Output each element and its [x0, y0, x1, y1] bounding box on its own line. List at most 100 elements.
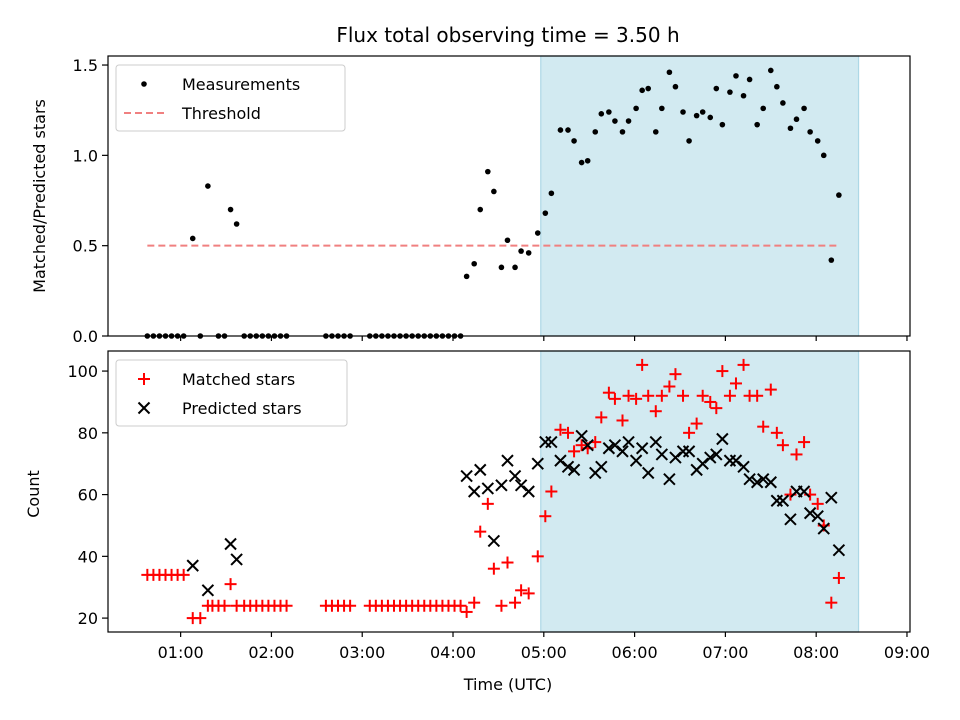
predicted-star-point — [764, 476, 777, 489]
measurement-point — [227, 206, 234, 213]
predicted-star-point — [622, 435, 635, 449]
bottom-legend: Matched stars Predicted stars — [115, 359, 348, 427]
bottom-legend-box — [115, 359, 348, 427]
measurement-point — [612, 118, 618, 124]
predicted-star-point — [474, 463, 487, 477]
matched-star-point — [757, 420, 770, 433]
matched-star-point — [344, 599, 357, 612]
matched-star-point — [764, 383, 777, 396]
matched-star-point — [515, 584, 528, 597]
top-y-ticks: 0.0 0.5 1.0 1.5 — [73, 56, 108, 346]
x-axis-label: Time (UTC) — [463, 675, 552, 694]
matched-star-point — [454, 599, 467, 612]
predicted-star-point — [495, 479, 508, 492]
predicted-star-point — [616, 445, 629, 458]
top-legend-box — [115, 64, 346, 132]
matched-star-point — [790, 448, 803, 461]
matched-star-point — [655, 389, 668, 402]
matched-star-point — [602, 386, 615, 399]
predicted-star-point — [602, 442, 616, 455]
predicted-star-point — [629, 454, 643, 467]
matched-star-point — [622, 389, 635, 402]
predicted-star-point — [737, 460, 750, 474]
measurement-points — [144, 67, 842, 339]
measurement-point — [534, 230, 541, 236]
bottom-ytick-label: 40 — [78, 547, 98, 566]
matched-star-point — [177, 568, 190, 581]
measurement-point — [471, 260, 477, 267]
predicted-star-point — [825, 491, 838, 504]
predicted-star-point — [832, 543, 846, 557]
bottom-xtick-label: 06:00 — [612, 643, 658, 662]
predicted-star-point — [663, 472, 676, 486]
bottom-xtick-label: 04:00 — [430, 643, 476, 662]
matched-stars-points — [141, 358, 845, 625]
predicted-star-point — [803, 506, 817, 520]
bottom-axes-frame — [107, 350, 911, 633]
measurement-point — [719, 121, 726, 128]
bottom-ytick-label: 20 — [78, 609, 98, 628]
measurement-point — [598, 111, 605, 117]
measurement-point — [793, 116, 800, 123]
matched-star-point — [751, 389, 764, 402]
measurement-point — [727, 89, 733, 95]
predicted-star-point — [797, 485, 811, 498]
top-ytick-label: 0.0 — [73, 327, 98, 346]
predicted-star-point — [201, 584, 215, 597]
measurement-point — [233, 221, 240, 227]
measurement-point — [619, 129, 626, 135]
measurement-point — [504, 237, 511, 244]
measurement-point — [606, 109, 612, 115]
top-panel: 0.0 0.5 1.0 1.5 Matched/Predicted stars Mea… — [30, 55, 911, 346]
top-ytick-label: 0.5 — [73, 237, 98, 256]
predicted-stars-points — [186, 429, 846, 597]
matched-star-point — [729, 377, 742, 390]
measurement-point — [633, 105, 639, 112]
measurement-point — [820, 152, 827, 159]
predicted-star-point — [460, 469, 473, 483]
bottom-xtick-label: 07:00 — [702, 643, 748, 662]
measurement-point — [666, 69, 673, 76]
top-axes-frame — [107, 55, 911, 337]
matched-star-point — [770, 426, 783, 439]
measurement-point — [485, 168, 491, 175]
measurement-point — [836, 192, 842, 198]
matched-star-point — [776, 439, 789, 452]
matched-star-point — [509, 596, 522, 609]
matched-star-point — [568, 445, 581, 458]
measurement-point — [733, 73, 739, 79]
measurement-point — [639, 87, 645, 94]
measurement-point — [801, 105, 807, 112]
matched-star-point — [539, 510, 552, 523]
measurement-point — [491, 188, 497, 195]
predicted-star-point — [635, 442, 649, 455]
matched-star-point — [811, 497, 824, 510]
bottom-ytick-label: 80 — [78, 424, 98, 443]
predicted-star-point — [508, 469, 522, 483]
predicted-star-point — [750, 476, 764, 489]
measurement-point — [787, 125, 794, 132]
measurement-point — [571, 138, 577, 144]
measurement-point — [707, 114, 714, 121]
bottom-xtick-label: 03:00 — [339, 643, 385, 662]
measurement-point — [477, 206, 484, 213]
predicted-star-point — [743, 472, 756, 486]
predicted-star-point — [817, 522, 830, 535]
measurement-point — [542, 210, 549, 216]
bottom-y-axis-label: Count — [24, 470, 43, 518]
bottom-legend-label: Matched stars — [182, 370, 295, 389]
legend-predicted-marker — [137, 401, 151, 415]
predicted-star-point — [467, 485, 481, 498]
bottom-ytick-label: 100 — [67, 362, 98, 381]
bottom-x-ticks: 01:00 02:00 03:00 04:00 05:00 06:00 07:00 08:00… — [158, 632, 930, 662]
predicted-star-point — [649, 435, 662, 449]
predicted-star-point — [230, 553, 243, 566]
measurement-point — [205, 183, 211, 189]
matched-star-point — [224, 578, 237, 591]
matched-star-point — [554, 423, 567, 436]
bottom-xtick-label: 01:00 — [158, 643, 204, 662]
matched-star-point — [545, 485, 558, 498]
matched-star-point — [608, 392, 621, 405]
measurement-point — [512, 264, 518, 271]
